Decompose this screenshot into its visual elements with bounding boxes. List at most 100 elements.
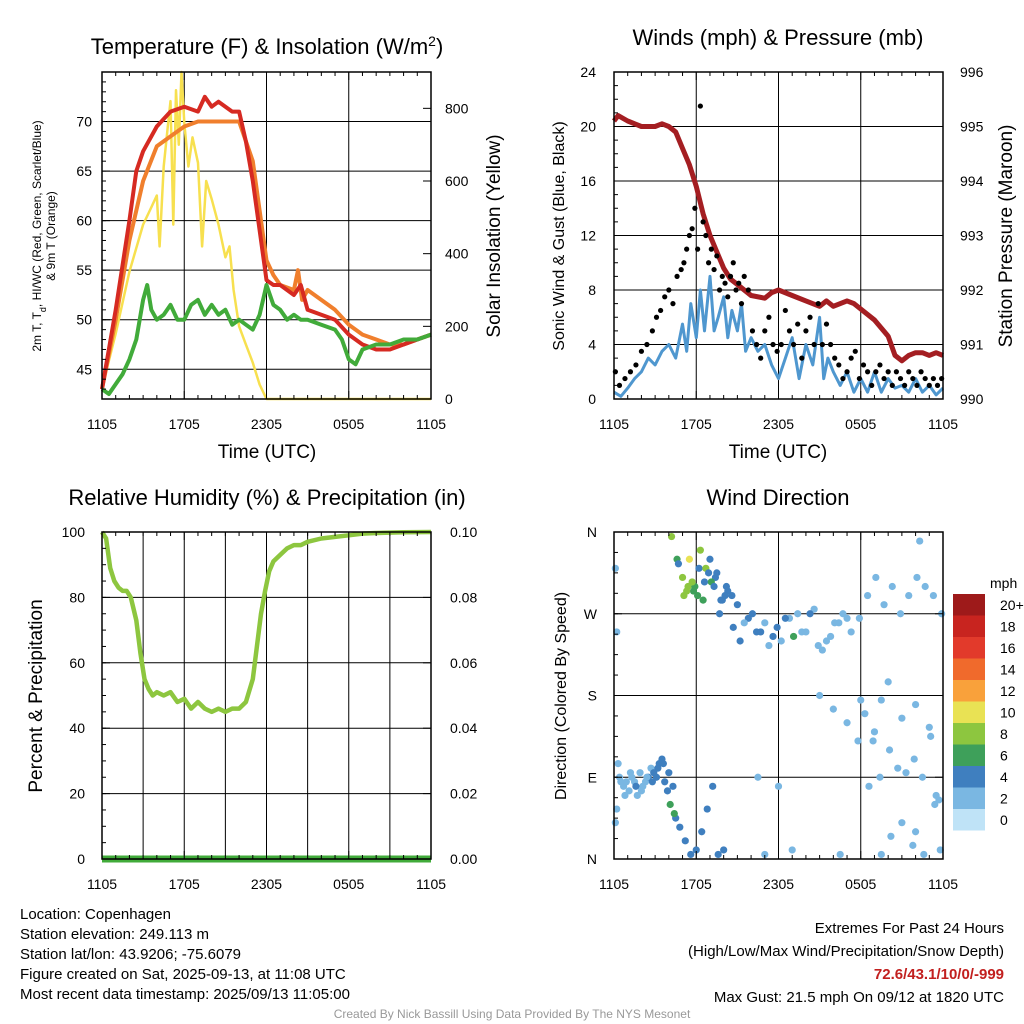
wind-direction-point [674, 560, 683, 568]
gust-point [852, 348, 858, 354]
wind-direction-plot-area [611, 532, 946, 859]
wind-direction-point [869, 737, 877, 745]
wind-direction-point [896, 610, 905, 618]
gust-point [848, 355, 854, 361]
wind-direction-point [621, 791, 629, 800]
gust-point [930, 375, 937, 382]
right-tick-label: 0.04 [450, 720, 477, 736]
gust-point [770, 341, 776, 348]
x-tick-label: 1705 [169, 416, 200, 432]
wind-direction-point [704, 569, 713, 577]
legend-label: 20+ [1000, 597, 1024, 613]
wind-direction-plot-frame [613, 531, 944, 860]
wind-direction-point [870, 728, 879, 736]
gust-point [836, 362, 842, 368]
gust-point [873, 369, 879, 375]
wind-direction-point [909, 841, 917, 849]
gust-point [730, 260, 736, 266]
x-tick-label: 1705 [681, 416, 712, 432]
gust-point [689, 226, 695, 232]
x-tick-label: 2305 [763, 876, 794, 892]
gust-point [666, 287, 672, 293]
wind-direction-point [614, 760, 622, 768]
left-tick-label: 12 [580, 228, 596, 244]
wind-direction-point [761, 619, 769, 627]
gust-point [622, 375, 628, 382]
wind-direction-point [740, 619, 748, 627]
gust-point [934, 382, 941, 388]
gust-point [695, 246, 701, 252]
wind-direction-point [748, 610, 757, 618]
legend-swatch [953, 594, 985, 616]
right-tick-label: 0 [445, 391, 453, 407]
legend-label: 14 [1000, 662, 1016, 678]
wind-direction-point [932, 791, 940, 800]
gust-point [692, 205, 698, 211]
wind-direction-point [611, 819, 619, 827]
wind-direction-point [611, 564, 619, 572]
wind-direction-point [714, 850, 722, 859]
gust-point [762, 328, 768, 334]
temperature-left-axis-label: 2m T, Td, HI/WC (Red, Green, Scarlet/Blu… [30, 120, 48, 351]
wind-direction-point [687, 850, 695, 859]
wind-direction-point [699, 596, 707, 604]
gust-point [807, 314, 813, 320]
wind-direction-point [822, 637, 831, 645]
gust-point [774, 348, 780, 354]
wind-direction-point [765, 641, 773, 650]
wind-direction-point [613, 805, 621, 813]
wind-direction-point [715, 610, 724, 618]
wind-direction-point [806, 610, 814, 618]
wind-direction-point [865, 782, 873, 790]
wind-direction-point [643, 773, 651, 781]
left-tick-label: 45 [76, 361, 92, 377]
legend-label: 18 [1000, 619, 1016, 635]
gust-point [893, 369, 899, 375]
gust-point [662, 294, 668, 300]
left-tick-label: 55 [76, 262, 92, 278]
x-tick-label: 1105 [416, 416, 446, 432]
wind-direction-point [877, 850, 885, 859]
wind-direction-point [670, 809, 678, 818]
wind-direction-point [685, 555, 693, 563]
gust-point [897, 375, 904, 382]
gust-point [889, 382, 895, 388]
gust-point [700, 219, 706, 225]
temperature-x-axis-label: Time (UTC) [218, 442, 317, 463]
humidity-left-axis-label: Percent & Precipitation [26, 599, 47, 792]
wind-direction-point [880, 601, 888, 609]
wind-direction-point [905, 591, 913, 600]
gust-point [697, 103, 703, 109]
wind-direction-point [654, 764, 662, 772]
gust-point [832, 355, 838, 361]
x-tick-label: 1705 [681, 876, 712, 892]
wind-direction-point [659, 760, 667, 768]
figure-created: Figure created on Sat, 2025-09-13, at 11… [20, 966, 346, 983]
wind-direction-point [829, 705, 837, 713]
wind-direction-panel: Wind Direction Direction (Colored By Spe… [553, 485, 1024, 892]
right-tick-label: 0.02 [450, 786, 477, 802]
max-gust: Max Gust: 21.5 mph On 09/12 at 1820 UTC [713, 989, 1004, 1006]
extremes-values: 72.6/43.1/10/0/-999 [873, 966, 1004, 983]
direction-tick-label: S [588, 688, 597, 704]
wind-direction-point [910, 755, 918, 763]
x-tick-label: 2305 [251, 876, 282, 892]
gust-point [633, 362, 639, 368]
wind-direction-point [733, 601, 741, 609]
wind-direction-point [773, 623, 781, 631]
wind-direction-point [888, 582, 896, 591]
wind-direction-point [887, 832, 895, 840]
temperature-series-line [100, 283, 432, 396]
right-tick-label: 200 [445, 318, 469, 334]
gust-point [823, 321, 830, 327]
gust-point [926, 382, 932, 388]
temperature-panel: Temperature (F) & Insolation (W/m2) Time… [30, 33, 505, 463]
extremes-title: Extremes For Past 24 Hours [814, 920, 1004, 937]
wind-direction-point [648, 778, 656, 786]
gust-point [914, 382, 920, 388]
right-tick-label: 0.00 [450, 851, 477, 867]
gust-point [627, 369, 634, 375]
wind-direction-point [729, 623, 737, 631]
title-end: ) [436, 34, 443, 59]
legend-label: 0 [1000, 812, 1008, 828]
